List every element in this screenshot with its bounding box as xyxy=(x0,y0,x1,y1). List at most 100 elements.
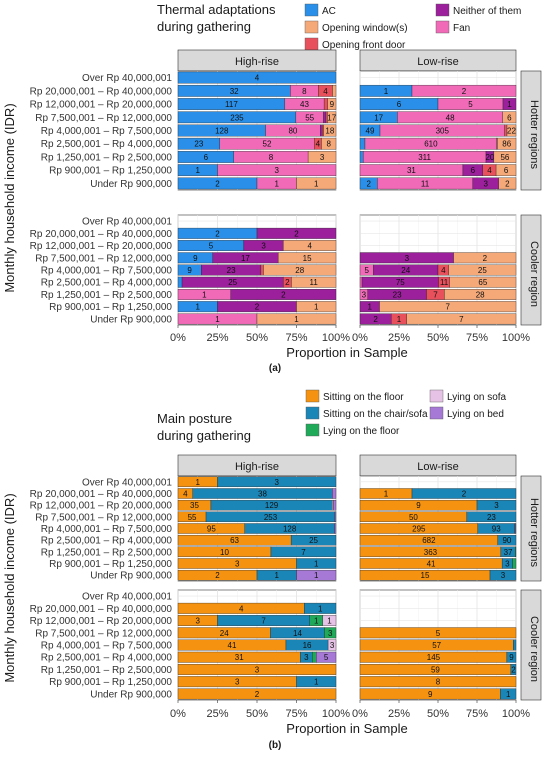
bar-data-label: 41 xyxy=(427,560,436,569)
legend-title-line: Main posture xyxy=(157,411,232,426)
bar-data-label: 1 xyxy=(314,179,319,188)
bar-data-label: 145 xyxy=(427,653,441,662)
bar-data-label: 8 xyxy=(436,678,441,687)
y-tick-label: Rp 4,000,001 – Rp 7,500,000 xyxy=(41,266,173,277)
bar-segment xyxy=(332,85,336,96)
bar-data-label: 2 xyxy=(215,229,220,238)
bar-data-label: 11 xyxy=(421,179,430,188)
bar-data-label: 17 xyxy=(327,113,336,122)
y-axis-title: Monthly household income (IDR) xyxy=(2,493,17,682)
bar-data-label: 95 xyxy=(207,525,216,534)
legend-label: Lying on sofa xyxy=(447,392,507,403)
bar-segment xyxy=(178,277,182,288)
bar-data-label: 129 xyxy=(265,501,279,510)
bar-data-label: 7 xyxy=(433,290,438,299)
bar-data-label: 1 xyxy=(196,166,201,175)
facet-column-label: Low-rise xyxy=(417,56,459,68)
bar-data-label: 3 xyxy=(330,641,335,650)
bar-data-label: 363 xyxy=(424,548,438,557)
bar-data-label: 4 xyxy=(307,242,312,251)
bar-data-label: 1 xyxy=(294,315,299,324)
bar-data-label: 3 xyxy=(304,653,309,662)
bar-segment xyxy=(360,151,363,162)
y-tick-label: Rp 12,000,001 – Rp 20,000,000 xyxy=(30,100,173,111)
bar-data-label: 8 xyxy=(327,140,332,149)
bar-data-label: 5 xyxy=(209,242,214,251)
bar-data-label: 4 xyxy=(239,604,244,613)
figure-caption: (b) xyxy=(269,740,282,751)
x-tick-label: 0% xyxy=(170,708,186,720)
x-tick-label: 50% xyxy=(427,332,449,344)
legend-swatch xyxy=(430,390,443,402)
bar-segment xyxy=(332,488,336,498)
x-tick-label: 50% xyxy=(246,332,268,344)
bar-data-label: 93 xyxy=(492,525,501,534)
bar-data-label: 1 xyxy=(202,290,207,299)
bar-segment xyxy=(360,138,365,149)
y-tick-label: Over Rp 40,000,001 xyxy=(82,592,172,603)
bar-segment xyxy=(360,277,362,288)
y-tick-label: Rp 7,500,001 – Rp 12,000,000 xyxy=(35,512,172,523)
bar-data-label: 3 xyxy=(362,290,367,299)
bar-data-label: 1 xyxy=(314,303,319,312)
bar-data-label: 3 xyxy=(320,153,325,162)
bar-data-label: 2 xyxy=(511,665,516,674)
legend-label: Neither of them xyxy=(453,6,521,17)
bar-data-label: 2 xyxy=(373,315,378,324)
x-tick-label: 100% xyxy=(322,332,350,344)
x-tick-label: 100% xyxy=(502,332,530,344)
bar-data-label: 80 xyxy=(288,127,297,136)
facet-row-label: Cooler region xyxy=(528,616,540,682)
y-tick-label: Rp 1,250,001 – Rp 2,500,000 xyxy=(41,290,173,301)
y-tick-label: Rp 4,000,001 – Rp 7,500,000 xyxy=(41,524,173,535)
bar-data-label: 2 xyxy=(285,278,290,287)
x-tick-label: 0% xyxy=(352,708,368,720)
x-tick-label: 25% xyxy=(206,332,228,344)
y-tick-label: Rp 900,001 – Rp 1,250,000 xyxy=(49,559,172,570)
bar-data-label: 128 xyxy=(215,127,229,136)
legend-swatch xyxy=(430,407,443,419)
y-tick-label: Rp 20,000,001 – Rp 40,000,000 xyxy=(30,604,173,615)
bar-data-label: 52 xyxy=(263,140,272,149)
bar-segment xyxy=(513,558,516,568)
bar-data-label: 63 xyxy=(230,536,239,545)
bar-segment xyxy=(333,500,336,510)
bar-segment xyxy=(515,547,516,557)
bar-segment xyxy=(320,125,322,136)
bar-data-label: 6 xyxy=(507,113,512,122)
y-tick-label: Rp 20,000,001 – Rp 40,000,000 xyxy=(30,489,173,500)
bar-data-label: 295 xyxy=(412,525,426,534)
x-tick-label: 25% xyxy=(206,708,228,720)
y-tick-label: Under Rp 900,000 xyxy=(90,571,172,582)
bar-data-label: 9 xyxy=(193,254,198,263)
bar-data-label: 2 xyxy=(462,87,467,96)
bar-data-label: 2 xyxy=(255,303,260,312)
bar-data-label: 4 xyxy=(487,166,492,175)
x-tick-label: 75% xyxy=(285,332,307,344)
y-tick-label: Rp 7,500,001 – Rp 12,000,000 xyxy=(35,253,172,264)
y-tick-label: Rp 2,500,001 – Rp 4,000,000 xyxy=(41,653,173,664)
y-tick-label: Under Rp 900,000 xyxy=(90,314,172,325)
bar-data-label: 6 xyxy=(397,100,402,109)
x-axis-title: Proportion in Sample xyxy=(286,345,407,360)
bar-data-label: 31 xyxy=(235,653,244,662)
bar-data-label: 14 xyxy=(293,629,302,638)
bar-data-label: 20 xyxy=(485,153,494,162)
bar-data-label: 9 xyxy=(330,100,335,109)
bar-segment xyxy=(312,652,316,663)
bar-data-label: 9 xyxy=(509,653,514,662)
x-tick-label: 25% xyxy=(388,332,410,344)
legend-swatch xyxy=(306,407,319,419)
bar-segment xyxy=(323,112,326,123)
bar-data-label: 305 xyxy=(436,127,450,136)
bar-data-label: 3 xyxy=(505,560,510,569)
legend-label: Opening window(s) xyxy=(322,23,408,34)
bar-segment xyxy=(335,523,336,533)
x-tick-label: 75% xyxy=(466,708,488,720)
bar-data-label: 253 xyxy=(264,513,278,522)
bar-data-label: 682 xyxy=(422,536,436,545)
bar-data-label: 3 xyxy=(483,179,488,188)
